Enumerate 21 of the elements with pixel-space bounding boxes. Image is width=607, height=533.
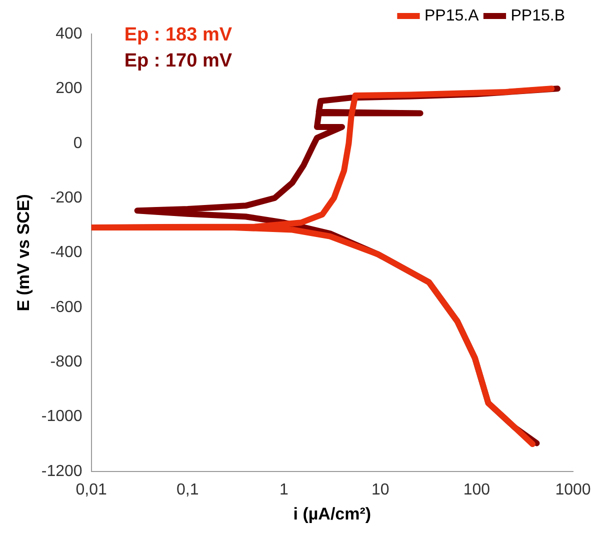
- x-tick-label: 0,1: [176, 481, 199, 498]
- y-tick-label: -600: [50, 298, 82, 316]
- y-tick-label: 200: [56, 80, 82, 98]
- y-tick-label: -1000: [41, 408, 82, 426]
- annotation: Ep : 170 mV: [124, 50, 232, 72]
- y-tick-label: -800: [50, 353, 82, 370]
- y-tick-label: 0: [73, 134, 82, 152]
- x-tick-label: 0,01: [76, 481, 107, 498]
- y-tick-label: -1200: [41, 462, 82, 480]
- y-tick-label: 400: [56, 25, 82, 42]
- y-axis-title: E (mV vs SCE): [14, 194, 33, 312]
- legend-label: PP15.A: [424, 7, 480, 24]
- x-tick-label: 100: [463, 481, 490, 498]
- x-axis-title: i (µA/cm²): [293, 504, 372, 524]
- x-tick-label: 10: [371, 481, 390, 498]
- y-tick-label: -400: [50, 244, 82, 262]
- legend-label: PP15.B: [510, 7, 566, 24]
- annotation: Ep : 183 mV: [124, 24, 232, 46]
- x-tick-label: 1: [280, 481, 289, 498]
- x-tick-label: 1000: [555, 481, 591, 498]
- y-tick-label: -200: [50, 189, 82, 206]
